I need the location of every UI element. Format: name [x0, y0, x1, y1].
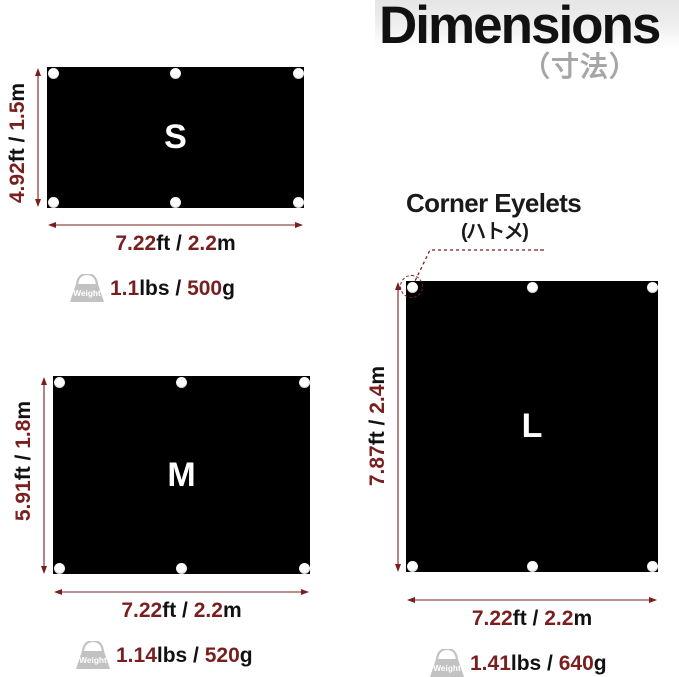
svg-text:Weight: Weight — [73, 288, 101, 298]
svg-text:Weight: Weight — [433, 663, 461, 673]
svg-text:Weight: Weight — [79, 655, 107, 665]
